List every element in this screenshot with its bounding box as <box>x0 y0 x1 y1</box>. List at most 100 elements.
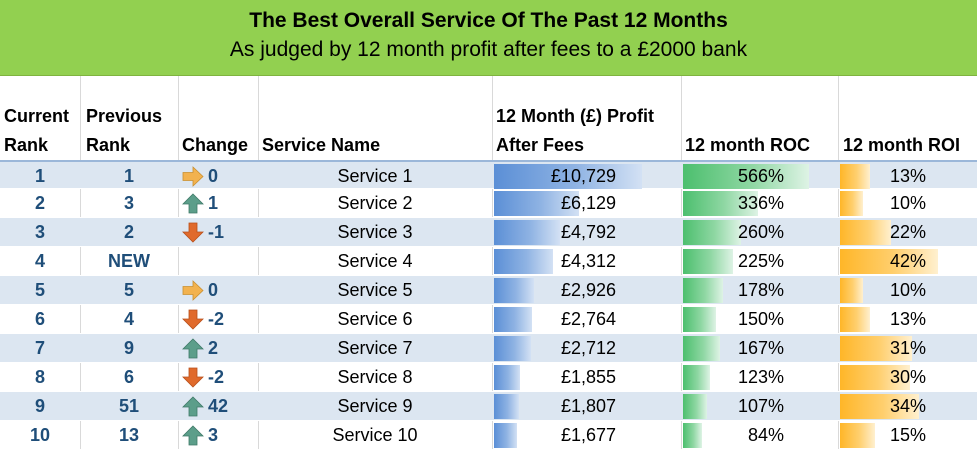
roc-databar <box>683 278 836 303</box>
profit-databar <box>494 278 678 303</box>
roc-value: 84% <box>747 425 784 445</box>
profit-databar-fill <box>494 336 531 361</box>
profit-databar-fill <box>494 220 560 245</box>
roc-databar-fill <box>683 394 707 419</box>
up-arrow-icon <box>182 338 204 359</box>
roc-databar-fill <box>683 191 758 216</box>
roc-databar <box>683 307 836 332</box>
service-name: Service 6 <box>337 309 413 329</box>
previous-rank: 13 <box>118 425 140 445</box>
service-name: Service 8 <box>337 367 413 387</box>
roi-databar-fill <box>840 278 863 303</box>
profit-value: £2,926 <box>560 280 616 300</box>
profit-value: £1,855 <box>560 367 616 387</box>
rank-change: 42 <box>208 396 229 416</box>
roi-databar <box>840 336 976 361</box>
header-current-rank-line1: Current <box>4 106 70 126</box>
right-arrow-icon <box>182 280 204 301</box>
service-name: Service 9 <box>337 396 413 416</box>
roc-databar <box>683 394 836 419</box>
profit-databar-fill <box>494 164 642 189</box>
profit-databar <box>494 220 678 245</box>
roi-value: 13% <box>889 166 926 186</box>
roi-value: 30% <box>889 367 926 387</box>
roc-databar-fill <box>683 423 702 448</box>
profit-databar-fill <box>494 191 579 216</box>
roi-databar-fill <box>840 191 863 216</box>
roc-databar-fill <box>683 249 733 274</box>
roc-databar <box>683 336 836 361</box>
roi-databar-fill <box>840 394 919 419</box>
rank-change: 1 <box>208 193 219 213</box>
roc-value: 150% <box>737 309 784 329</box>
roc-databar <box>683 191 836 216</box>
service-name: Service 7 <box>337 338 413 358</box>
rank-change: -1 <box>208 222 225 242</box>
profit-databar <box>494 423 678 448</box>
previous-rank: 3 <box>123 193 134 213</box>
gridline <box>80 76 81 450</box>
roc-value: 167% <box>737 338 784 358</box>
roi-value: 15% <box>889 425 926 445</box>
roc-databar <box>683 164 836 189</box>
profit-value: £1,807 <box>560 396 616 416</box>
roc-value: 260% <box>737 222 784 242</box>
header-previous-rank-line2: Rank <box>86 135 131 155</box>
header-roc: 12 month ROC <box>685 135 811 155</box>
table-row: 1 1 0 Service 1 £10,729 566% 13% <box>0 160 977 189</box>
profit-databar <box>494 336 678 361</box>
roi-value: 10% <box>889 193 926 213</box>
profit-databar <box>494 307 678 332</box>
rank-change: -2 <box>208 367 225 387</box>
up-arrow-icon <box>182 396 204 417</box>
service-name: Service 2 <box>337 193 413 213</box>
profit-value: £2,764 <box>560 309 616 329</box>
service-name: Service 4 <box>337 251 413 271</box>
title-banner: The Best Overall Service Of The Past 12 … <box>0 0 977 76</box>
current-rank: 9 <box>34 396 45 416</box>
service-name: Service 5 <box>337 280 413 300</box>
roi-value: 22% <box>889 222 926 242</box>
table-row: 10 13 3 Service 10 £1,677 84% 15% <box>0 421 977 450</box>
roi-databar-fill <box>840 336 912 361</box>
roc-value: 566% <box>737 166 784 186</box>
previous-rank: NEW <box>108 251 150 271</box>
service-name: Service 10 <box>332 425 418 445</box>
profit-databar <box>494 365 678 390</box>
current-rank: 6 <box>34 309 45 329</box>
table-row: 9 51 42 Service 9 £1,807 107% 34% <box>0 392 977 421</box>
gridline <box>492 76 493 450</box>
header-current-rank-line2: Rank <box>4 135 49 155</box>
down-arrow-icon <box>182 222 204 243</box>
table-row: 8 6 -2 Service 8 £1,855 123% 30% <box>0 363 977 392</box>
table-row: 7 9 2 Service 7 £2,712 167% 31% <box>0 334 977 363</box>
header-previous-rank-line1: Previous <box>86 106 163 126</box>
roi-databar-fill <box>840 164 870 189</box>
profit-databar <box>494 249 678 274</box>
profit-value: £2,712 <box>560 338 616 358</box>
up-arrow-icon <box>182 193 204 214</box>
current-rank: 3 <box>34 222 45 242</box>
roc-databar <box>683 220 836 245</box>
profit-databar-fill <box>494 307 532 332</box>
roi-value: 10% <box>889 280 926 300</box>
profit-value: £10,729 <box>550 166 616 186</box>
roc-value: 107% <box>737 396 784 416</box>
roc-value: 225% <box>737 251 784 271</box>
profit-databar <box>494 191 678 216</box>
gridline <box>258 76 259 450</box>
profit-databar-fill <box>494 278 534 303</box>
up-arrow-icon <box>182 425 204 446</box>
table-title: The Best Overall Service Of The Past 12 … <box>249 9 728 32</box>
table-subtitle: As judged by 12 month profit after fees … <box>229 38 748 61</box>
header-roi: 12 month ROI <box>843 135 961 155</box>
roc-databar-fill <box>683 220 741 245</box>
current-rank: 5 <box>34 280 45 300</box>
profit-databar-fill <box>494 394 519 419</box>
right-arrow-icon <box>182 166 204 187</box>
roi-databar <box>840 394 976 419</box>
previous-rank: 5 <box>123 280 134 300</box>
roc-databar <box>683 423 836 448</box>
roi-databar-fill <box>840 220 891 245</box>
previous-rank: 4 <box>123 309 134 329</box>
